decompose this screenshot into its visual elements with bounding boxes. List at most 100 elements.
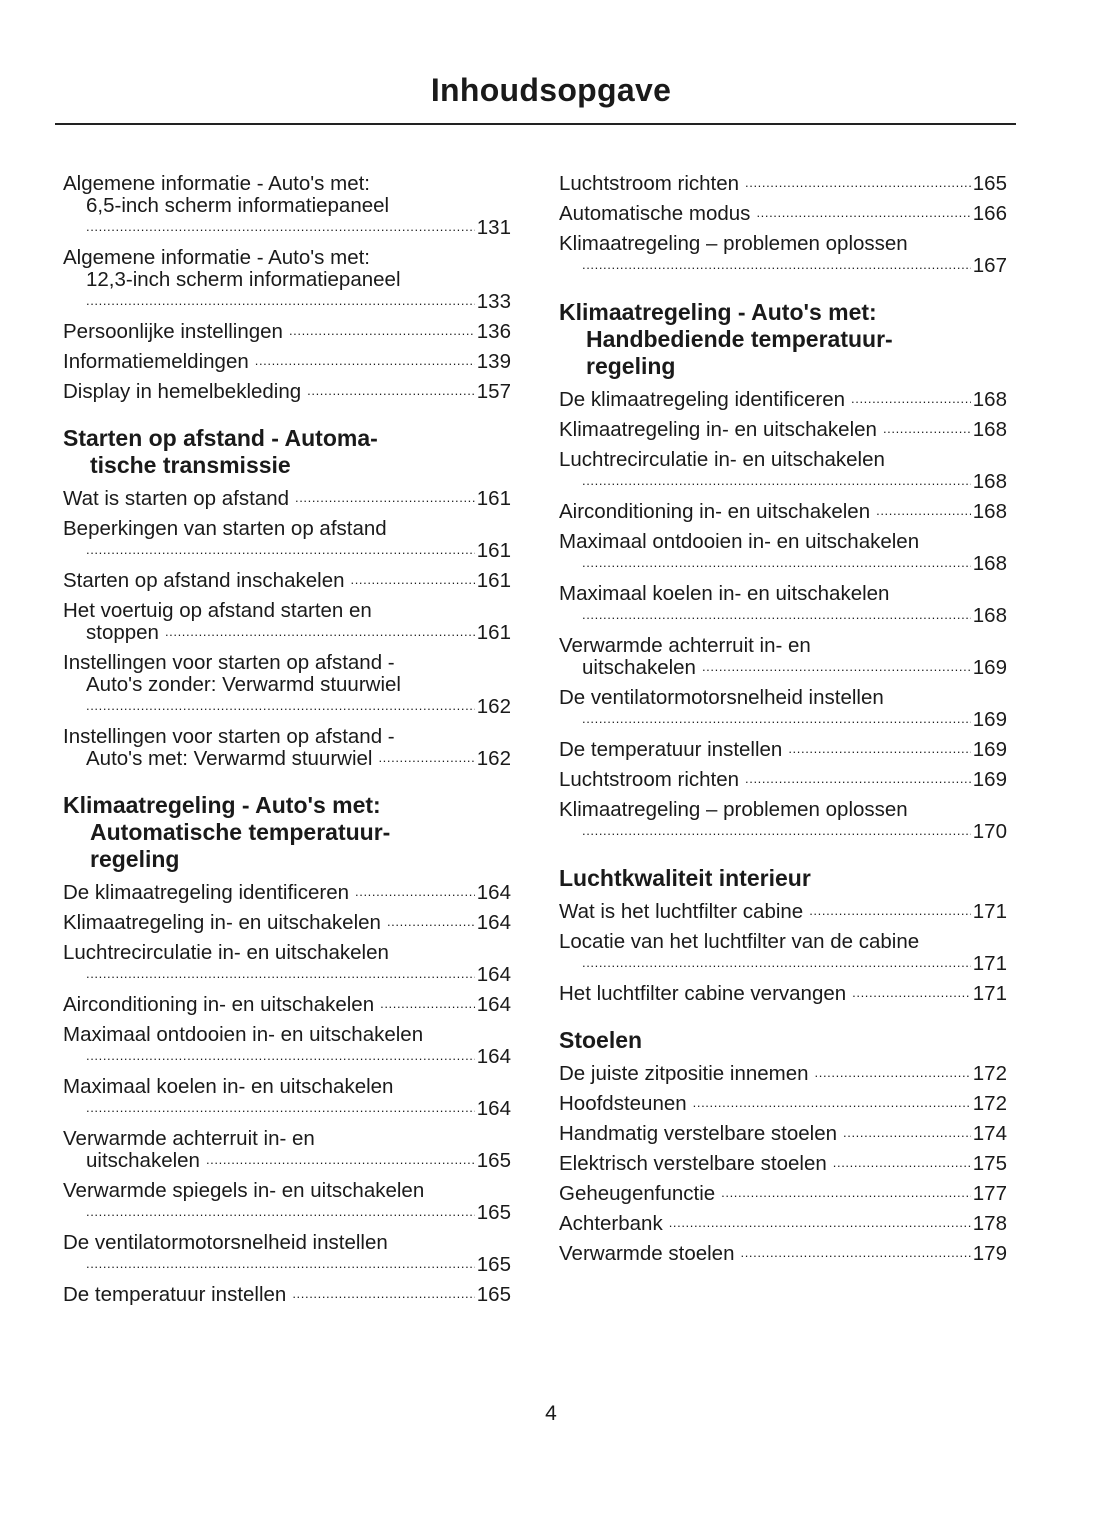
toc-entry[interactable]: Starten op afstand inschakelen 161 [63, 570, 511, 592]
dot-leader [206, 1153, 475, 1167]
toc-entry[interactable]: Wat is starten op afstand 161 [63, 488, 511, 510]
toc-page-number[interactable]: 162 [476, 695, 511, 718]
dot-leader [669, 1216, 971, 1230]
toc-page-number[interactable]: 168 [972, 604, 1007, 627]
toc-entry[interactable]: Algemene informatie - Auto's met: 6,5-inc… [63, 173, 511, 239]
toc-page-number[interactable]: 169 [972, 656, 1007, 679]
toc-entry[interactable]: Airconditioning in- en uitschakelen 168 [559, 501, 1007, 523]
toc-entry[interactable]: Maximaal ontdooien in- en uitschakelen 16… [559, 531, 1007, 575]
toc-page-number[interactable]: 172 [972, 1092, 1007, 1115]
toc-page-number[interactable]: 169 [972, 738, 1007, 761]
toc-entry[interactable]: Maximaal koelen in- en uitschakelen 164 [63, 1076, 511, 1120]
toc-entry-text: Algemene informatie - Auto's met: [63, 246, 370, 269]
toc-page-number[interactable]: 164 [476, 963, 511, 986]
toc-entry-text: Beperkingen van starten op afstand [63, 517, 387, 540]
toc-page-number[interactable]: 164 [476, 993, 511, 1016]
toc-entry[interactable]: Instellingen voor starten op afstand - Au… [63, 726, 511, 770]
toc-page-number[interactable]: 164 [476, 1097, 511, 1120]
toc-entry[interactable]: Automatische modus 166 [559, 203, 1007, 225]
toc-entry[interactable]: Geheugenfunctie 177 [559, 1183, 1007, 1205]
toc-page-number[interactable]: 165 [476, 1201, 511, 1224]
toc-page-number[interactable]: 164 [476, 1045, 511, 1068]
toc-entry[interactable]: Klimaatregeling – problemen oplossen 170 [559, 799, 1007, 843]
toc-entry[interactable]: Klimaatregeling in- en uitschakelen 164 [63, 912, 511, 934]
toc-page-number[interactable]: 177 [972, 1182, 1007, 1205]
toc-entry[interactable]: De juiste zitpositie innemen 172 [559, 1063, 1007, 1085]
toc-page-number[interactable]: 171 [972, 900, 1007, 923]
toc-entry[interactable]: Hoofdsteunen 172 [559, 1093, 1007, 1115]
toc-entry[interactable]: De temperatuur instellen 165 [63, 1284, 511, 1306]
toc-page-number[interactable]: 161 [476, 487, 511, 510]
toc-entry[interactable]: Instellingen voor starten op afstand - Au… [63, 652, 511, 718]
toc-page-number[interactable]: 175 [972, 1152, 1007, 1175]
toc-entry[interactable]: Maximaal ontdooien in- en uitschakelen 16… [63, 1024, 511, 1068]
toc-entry[interactable]: Luchtstroom richten 165 [559, 173, 1007, 195]
toc-page-number[interactable]: 161 [476, 569, 511, 592]
toc-entry[interactable]: Elektrisch verstelbare stoelen 175 [559, 1153, 1007, 1175]
toc-entry[interactable]: Verwarmde spiegels in- en uitschakelen 16… [63, 1180, 511, 1224]
toc-page-number[interactable]: 167 [972, 254, 1007, 277]
toc-page-number[interactable]: 157 [476, 380, 511, 403]
toc-entry[interactable]: Algemene informatie - Auto's met: 12,3-in… [63, 247, 511, 313]
toc-entry[interactable]: Informatiemeldingen 139 [63, 351, 511, 373]
toc-entry[interactable]: De klimaatregeling identificeren 168 [559, 389, 1007, 411]
toc-page-number[interactable]: 161 [476, 539, 511, 562]
toc-entry[interactable]: Achterbank 178 [559, 1213, 1007, 1235]
toc-entry[interactable]: De ventilatormotorsnelheid instellen 169 [559, 687, 1007, 731]
toc-entry[interactable]: Het voertuig op afstand starten en stoppe… [63, 600, 511, 644]
toc-entry[interactable]: De klimaatregeling identificeren 164 [63, 882, 511, 904]
toc-entry[interactable]: De ventilatormotorsnelheid instellen 165 [63, 1232, 511, 1276]
toc-entry-line: 171 [559, 953, 1007, 975]
toc-page-number[interactable]: 169 [972, 768, 1007, 791]
toc-entry[interactable]: Maximaal koelen in- en uitschakelen 168 [559, 583, 1007, 627]
dot-leader [86, 967, 475, 981]
toc-page-number[interactable]: 131 [476, 216, 511, 239]
toc-entry[interactable]: Airconditioning in- en uitschakelen 164 [63, 994, 511, 1016]
toc-page-number[interactable]: 165 [476, 1283, 511, 1306]
toc-page-number[interactable]: 171 [972, 982, 1007, 1005]
toc-page-number[interactable]: 179 [972, 1242, 1007, 1265]
toc-page-number[interactable]: 162 [476, 747, 511, 770]
toc-entry[interactable]: Locatie van het luchtfilter van de cabin… [559, 931, 1007, 975]
toc-page-number[interactable]: 170 [972, 820, 1007, 843]
toc-entry[interactable]: Klimaatregeling – problemen oplossen 167 [559, 233, 1007, 277]
toc-page-number[interactable]: 165 [972, 172, 1007, 195]
toc-page-number[interactable]: 171 [972, 952, 1007, 975]
toc-page-number[interactable]: 164 [476, 911, 511, 934]
toc-entry-line: Wat is het luchtfilter cabine 171 [559, 901, 1007, 923]
toc-page-number[interactable]: 139 [476, 350, 511, 373]
toc-page-number[interactable]: 164 [476, 881, 511, 904]
toc-page-number[interactable]: 165 [476, 1253, 511, 1276]
toc-page-number[interactable]: 174 [972, 1122, 1007, 1145]
toc-page-number[interactable]: 168 [972, 470, 1007, 493]
toc-page-number[interactable]: 168 [972, 388, 1007, 411]
toc-page-number[interactable]: 133 [476, 290, 511, 313]
toc-page-number[interactable]: 136 [476, 320, 511, 343]
toc-page-number[interactable]: 168 [972, 552, 1007, 575]
toc-page-number[interactable]: 161 [476, 621, 511, 644]
toc-entry[interactable]: Luchtrecirculatie in- en uitschakelen 164 [63, 942, 511, 986]
toc-entry[interactable]: De temperatuur instellen 169 [559, 739, 1007, 761]
toc-entry[interactable]: Display in hemelbekleding 157 [63, 381, 511, 403]
dot-leader [833, 1156, 971, 1170]
toc-entry[interactable]: Wat is het luchtfilter cabine 171 [559, 901, 1007, 923]
toc-entry-text: De ventilatormotorsnelheid instellen [559, 686, 884, 709]
toc-page-number[interactable]: 168 [972, 418, 1007, 441]
toc-entry[interactable]: Het luchtfilter cabine vervangen 171 [559, 983, 1007, 1005]
toc-entry[interactable]: Luchtrecirculatie in- en uitschakelen 168 [559, 449, 1007, 493]
toc-entry[interactable]: Klimaatregeling in- en uitschakelen 168 [559, 419, 1007, 441]
toc-entry[interactable]: Luchtstroom richten 169 [559, 769, 1007, 791]
toc-page-number[interactable]: 169 [972, 708, 1007, 731]
toc-entry[interactable]: Beperkingen van starten op afstand 161 [63, 518, 511, 562]
toc-page-number[interactable]: 178 [972, 1212, 1007, 1235]
toc-page-number[interactable]: 165 [476, 1149, 511, 1172]
toc-page-number[interactable]: 166 [972, 202, 1007, 225]
toc-entry-text: 12,3-inch scherm informatiepaneel [86, 268, 401, 291]
toc-entry[interactable]: Handmatig verstelbare stoelen 174 [559, 1123, 1007, 1145]
toc-page-number[interactable]: 168 [972, 500, 1007, 523]
toc-page-number[interactable]: 172 [972, 1062, 1007, 1085]
toc-entry[interactable]: Persoonlijke instellingen 136 [63, 321, 511, 343]
toc-entry[interactable]: Verwarmde stoelen 179 [559, 1243, 1007, 1265]
